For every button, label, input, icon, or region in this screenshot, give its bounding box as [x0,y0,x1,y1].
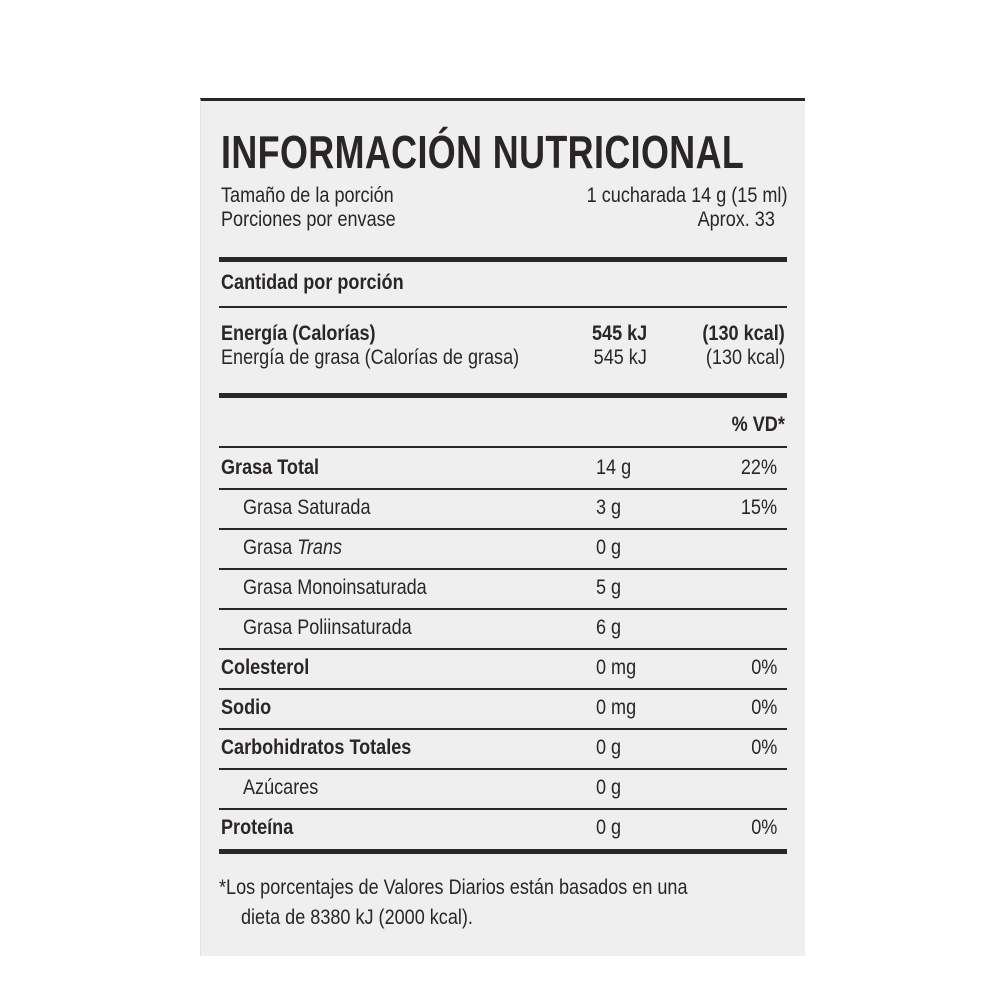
nutrient-amount: 0 mg [596,696,637,719]
daily-value-header: % VD* [731,413,785,436]
divider [219,849,787,854]
nutrient-amount: 0 g [596,736,622,759]
nutrient-amount: 5 g [596,576,622,599]
nutrient-amount: 14 g [596,456,632,479]
nutrient-label: Carbohidratos Totales [221,736,412,759]
nutrient-label: Grasa Saturada [243,496,371,519]
serving-size-label: Tamaño de la porción [221,184,394,207]
nutrient-label: Colesterol [221,656,310,679]
nutrient-amount: 0 g [596,776,622,799]
amount-per-serving-header: Cantidad por porción [221,271,404,294]
divider [219,393,787,398]
nutrition-label: INFORMACIÓN NUTRICIONAL Tamaño de la por… [200,98,805,956]
nutrient-label: Azúcares [243,776,319,799]
nutrient-label: Grasa Monoinsaturada [243,576,427,599]
nutrient-label: Grasa Total [221,456,320,479]
nutrient-amount: 3 g [596,496,622,519]
fat-energy-kj: 545 kJ [593,346,647,369]
nutrient-daily-value: 0% [750,656,777,679]
divider [219,528,787,530]
label-title: INFORMACIÓN NUTRICIONAL [221,126,745,178]
nutrient-daily-value: 15% [740,496,777,519]
nutrient-amount: 6 g [596,616,622,639]
divider [219,306,787,308]
nutrient-label-italic: Trans [297,536,343,559]
nutrient-daily-value: 0% [750,696,777,719]
servings-per-container-label: Porciones por envase [221,208,396,231]
footnote-line-2: dieta de 8380 kJ (2000 kcal). [241,906,473,929]
nutrient-daily-value: 22% [740,456,777,479]
nutrient-label: Proteína [221,816,294,839]
divider [219,808,787,810]
nutrient-amount: 0 g [596,536,622,559]
divider [219,488,787,490]
divider [219,648,787,650]
nutrient-label-text: Grasa [243,536,298,559]
serving-size-value: 1 cucharada 14 g (15 ml) [586,184,787,207]
divider [219,768,787,770]
divider [219,446,787,448]
nutrient-amount: 0 mg [596,656,637,679]
divider [219,728,787,730]
divider [219,688,787,690]
divider [219,257,787,262]
nutrient-label: Sodio [221,696,272,719]
nutrient-label: Grasa Trans [243,536,342,560]
fat-energy-label: Energía de grasa (Calorías de grasa) [221,346,520,369]
energy-kcal: (130 kcal) [702,322,785,345]
energy-label: Energía (Calorías) [221,322,376,345]
nutrient-daily-value: 0% [750,736,777,759]
nutrient-amount: 0 g [596,816,622,839]
fat-energy-kcal: (130 kcal) [705,346,785,369]
nutrient-label: Grasa Poliinsaturada [243,616,412,639]
energy-kj: 545 kJ [591,322,647,345]
divider [219,568,787,570]
divider [219,608,787,610]
servings-per-container-value: Aprox. 33 [697,208,775,231]
footnote-line-1: *Los porcentajes de Valores Diarios está… [219,876,688,899]
nutrient-daily-value: 0% [750,816,777,839]
